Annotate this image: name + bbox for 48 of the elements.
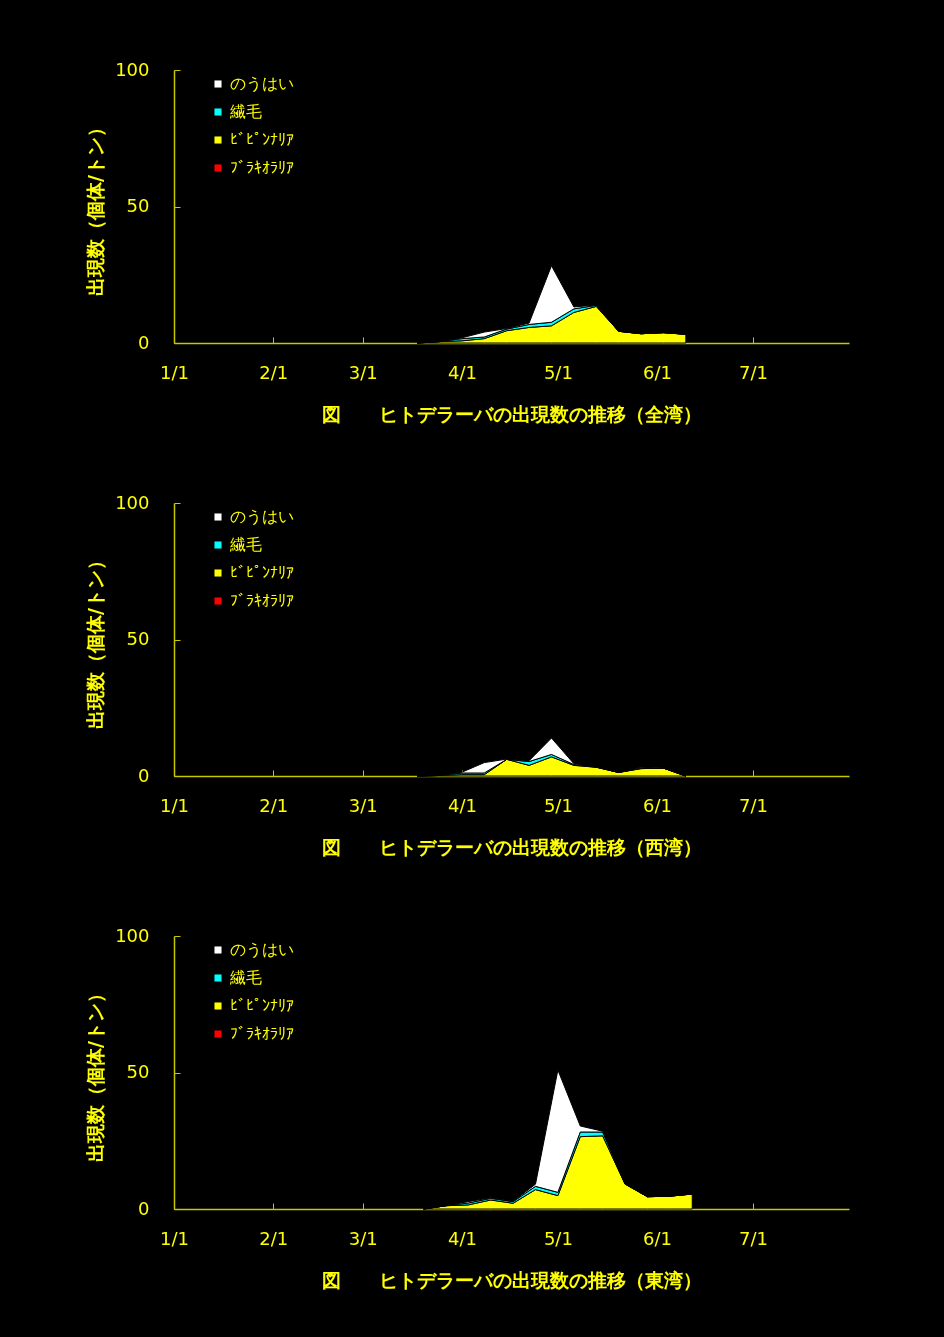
x-tick-label: 5/1 xyxy=(543,794,573,816)
legend-label: ﾌﾞﾗｷｵﾗﾘｱ xyxy=(230,1024,294,1043)
legend-label: のうはい xyxy=(230,940,294,959)
legend-label: 繊毛 xyxy=(229,535,262,554)
text: 図 ヒトデラーバの出現数の推移（東湾） xyxy=(321,1269,702,1291)
y-tick-label: 100 xyxy=(115,924,150,946)
legend-label: ﾋﾞﾋﾟﾝﾅﾘｱ xyxy=(230,563,294,582)
legend-label: ﾌﾞﾗｷｵﾗﾘｱ xyxy=(230,591,294,610)
x-tick-label: 3/1 xyxy=(348,361,378,383)
x-tick-label: 6/1 xyxy=(643,1227,673,1249)
legend-label: のうはい xyxy=(230,74,294,93)
y-tick-label: 100 xyxy=(115,58,150,80)
y-tick-label: 0 xyxy=(138,1197,150,1219)
y-axis-title: 出現数（個体/トン） xyxy=(84,118,107,296)
y-tick-label: 100 xyxy=(115,491,150,513)
x-tick-label: 2/1 xyxy=(259,1227,289,1249)
x-tick-label: 2/1 xyxy=(259,794,289,816)
x-tick-label: 4/1 xyxy=(447,1227,477,1249)
x-tick-label: 6/1 xyxy=(643,794,673,816)
legend-label: のうはい xyxy=(230,507,294,526)
legend-label: 繊毛 xyxy=(229,968,262,987)
y-axis-title: 出現数（個体/トン） xyxy=(84,984,107,1162)
x-tick-label: 3/1 xyxy=(348,794,378,816)
text: 図 ヒトデラーバの出現数の推移（全湾） xyxy=(321,403,702,425)
text: 図 ヒトデラーバの出現数の推移（西湾） xyxy=(321,836,702,858)
x-tick-label: 7/1 xyxy=(739,794,769,816)
legend-label: ﾌﾞﾗｷｵﾗﾘｱ xyxy=(230,158,294,177)
x-tick-label: 5/1 xyxy=(543,1227,573,1249)
legend-label: 繊毛 xyxy=(229,102,262,121)
y-tick-label: 50 xyxy=(126,195,150,216)
x-tick-label: 2/1 xyxy=(259,361,289,383)
x-tick-label: 3/1 xyxy=(348,1227,378,1249)
x-tick-label: 4/1 xyxy=(447,361,477,383)
x-tick-label: 5/1 xyxy=(543,361,573,383)
y-tick-label: 50 xyxy=(126,628,150,649)
x-tick-label: 7/1 xyxy=(739,361,769,383)
y-axis-title: 出現数（個体/トン） xyxy=(84,551,107,729)
x-tick-label: 1/1 xyxy=(160,794,189,816)
y-tick-label: 0 xyxy=(138,764,150,786)
x-tick-label: 1/1 xyxy=(160,361,189,383)
y-tick-label: 0 xyxy=(138,331,150,353)
legend-label: ﾋﾞﾋﾟﾝﾅﾘｱ xyxy=(230,130,294,149)
x-tick-label: 7/1 xyxy=(739,1227,769,1249)
y-tick-label: 50 xyxy=(126,1061,150,1082)
legend-label: ﾋﾞﾋﾟﾝﾅﾘｱ xyxy=(230,996,294,1015)
x-tick-label: 4/1 xyxy=(447,794,477,816)
x-tick-label: 1/1 xyxy=(160,1227,189,1249)
x-tick-label: 6/1 xyxy=(643,361,673,383)
